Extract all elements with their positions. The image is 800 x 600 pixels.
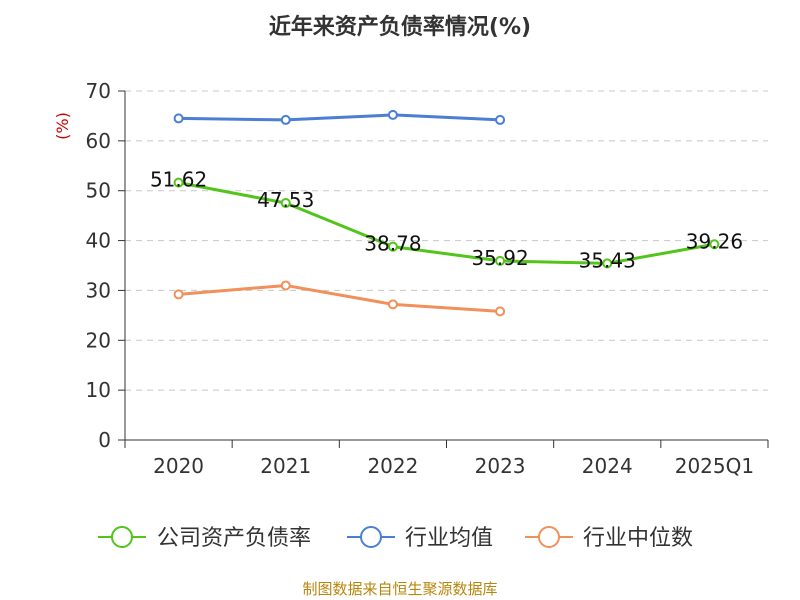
legend-label: 行业中位数 — [583, 526, 693, 551]
data-point — [387, 299, 398, 310]
y-tick-label: 30 — [86, 278, 111, 302]
legend-marker — [360, 526, 382, 548]
y-tick-label: 60 — [86, 129, 111, 153]
data-label: 47.53 — [257, 188, 314, 212]
data-point — [173, 177, 184, 188]
y-tick-label: 40 — [86, 229, 111, 253]
data-label: 35.92 — [471, 246, 528, 270]
y-tick-label: 0 — [98, 428, 111, 452]
data-label: 51.62 — [150, 168, 207, 192]
x-tick-label: 2020 — [153, 454, 204, 478]
series-line-2 — [178, 283, 501, 313]
y-tick-label: 20 — [86, 328, 111, 352]
axes: 0 10 20 30 40 50 60 70 2020 2021 2022 2023 2024 2025Q… — [86, 79, 769, 478]
data-point — [495, 255, 506, 266]
series-line-0 — [178, 181, 715, 265]
y-tick-label: 50 — [86, 179, 111, 203]
y-tick-label: 70 — [86, 79, 111, 103]
data-point — [495, 306, 506, 317]
x-tick-label: 2024 — [582, 454, 633, 478]
data-label: 39.26 — [686, 229, 743, 253]
data-point — [387, 241, 398, 252]
x-tick-label: 2023 — [475, 454, 526, 478]
legend: 公司资产负债率 行业均值 行业中位数 — [98, 526, 693, 551]
grid — [125, 90, 768, 391]
data-point — [709, 239, 720, 250]
source-note: 制图数据来自恒生聚源数据库 — [302, 580, 497, 598]
legend-marker — [111, 526, 133, 548]
data-label: 38.78 — [364, 232, 421, 256]
legend-marker — [538, 526, 560, 548]
data-point — [280, 114, 291, 125]
data-point — [495, 114, 506, 125]
data-point — [280, 198, 291, 209]
data-labels: 51.62 47.53 38.78 35.92 35.43 39.26 — [150, 168, 743, 273]
series-line-1 — [178, 113, 501, 122]
chart-title: 近年来资产负债率情况(%) — [269, 14, 531, 40]
y-axis-unit-label: (%) — [53, 112, 72, 140]
x-tick-label: 2022 — [367, 454, 418, 478]
x-tick-label: 2025Q1 — [675, 454, 754, 478]
data-point — [173, 113, 184, 124]
series-group — [173, 109, 720, 317]
data-point — [173, 289, 184, 300]
legend-label: 公司资产负债率 — [157, 526, 311, 551]
legend-label: 行业均值 — [405, 526, 493, 551]
data-point — [602, 258, 613, 269]
y-tick-label: 10 — [86, 378, 111, 402]
data-point — [387, 109, 398, 120]
data-point — [280, 280, 291, 291]
x-tick-label: 2021 — [260, 454, 311, 478]
data-label: 35.43 — [579, 248, 636, 272]
